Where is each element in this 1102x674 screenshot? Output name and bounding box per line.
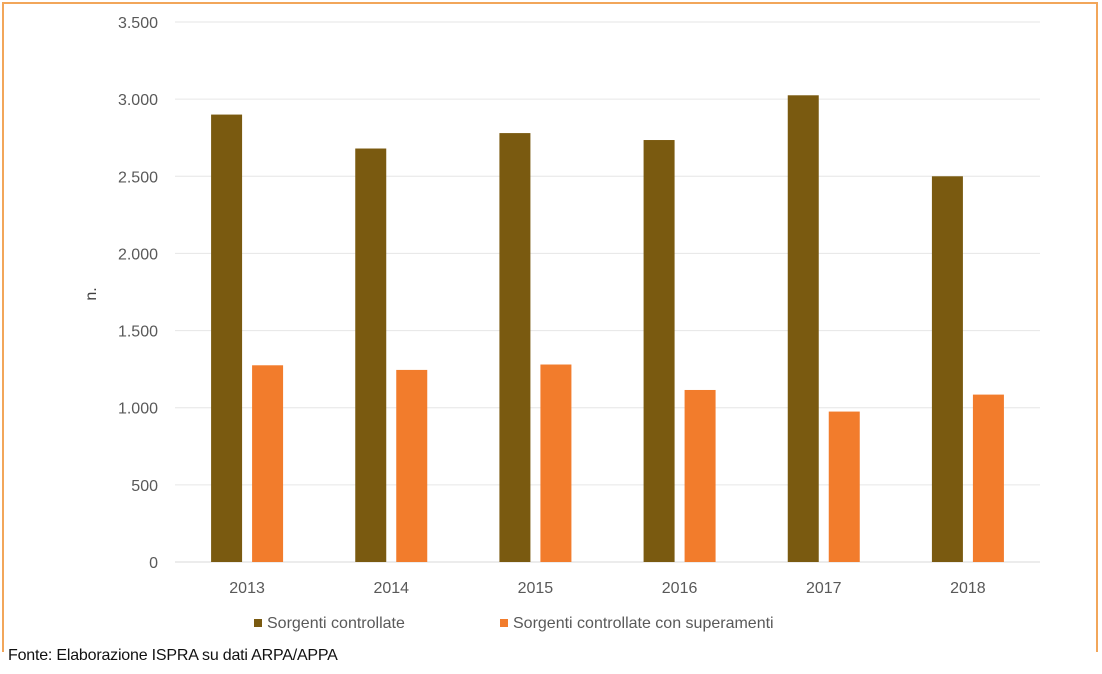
bar xyxy=(643,140,675,562)
bars xyxy=(211,95,1004,563)
legend-label: Sorgenti controllate con superamenti xyxy=(513,615,774,632)
gridlines xyxy=(175,21,1040,563)
x-tick-label: 2015 xyxy=(518,580,554,597)
bar xyxy=(931,176,963,563)
x-tick-label: 2018 xyxy=(950,580,986,597)
y-tick-label: 3.000 xyxy=(118,92,158,109)
bar xyxy=(972,394,1004,562)
bar xyxy=(787,95,819,563)
y-tick-label: 1.500 xyxy=(118,324,158,341)
bar xyxy=(684,389,716,562)
legend: Sorgenti controllate Sorgenti controllate… xyxy=(254,615,774,632)
x-tick-label: 2017 xyxy=(806,580,842,597)
bar xyxy=(252,365,284,562)
bar xyxy=(355,148,387,562)
bar xyxy=(499,133,531,563)
y-tick-label: 0 xyxy=(149,555,158,572)
x-axis-ticks: 2013 2014 2015 2016 2017 2018 xyxy=(229,580,986,597)
y-axis-ticks: 0 500 1.000 1.500 2.000 2.500 3.000 3.500 xyxy=(118,15,158,572)
x-tick-label: 2013 xyxy=(229,580,265,597)
source-note: Fonte: Elaborazione ISPRA su dati ARPA/A… xyxy=(8,647,338,664)
y-axis-label: n. xyxy=(83,287,100,300)
bar xyxy=(540,364,572,562)
y-tick-label: 3.500 xyxy=(118,15,158,32)
bar xyxy=(211,114,243,563)
x-tick-label: 2016 xyxy=(662,580,698,597)
y-tick-label: 1.000 xyxy=(118,401,158,418)
y-tick-label: 2.500 xyxy=(118,169,158,186)
y-tick-label: 2.000 xyxy=(118,246,158,263)
legend-label: Sorgenti controllate xyxy=(267,615,405,632)
chart-frame xyxy=(2,2,1098,652)
legend-swatch xyxy=(500,619,508,627)
legend-swatch xyxy=(254,619,262,627)
x-tick-label: 2014 xyxy=(373,580,409,597)
bar xyxy=(396,369,428,562)
bar xyxy=(828,411,860,562)
y-tick-label: 500 xyxy=(131,478,158,495)
